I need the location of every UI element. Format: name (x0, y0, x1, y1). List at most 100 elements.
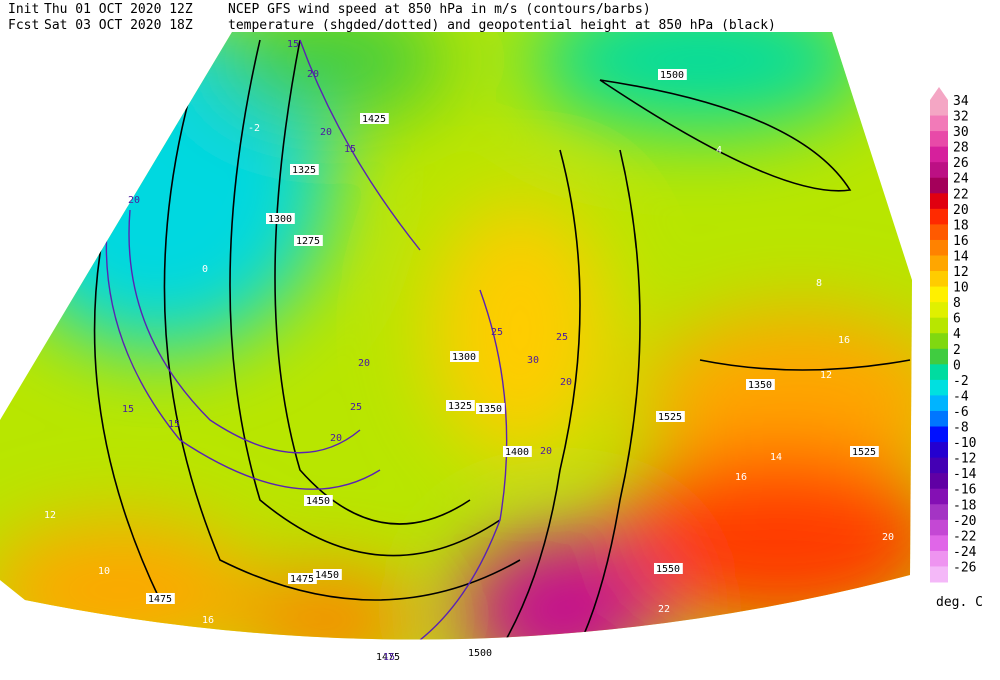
contour-label: 20 (560, 377, 572, 388)
height-contours (93, 39, 911, 640)
contour-label: 1425 (362, 114, 386, 125)
color-swatch (930, 566, 948, 583)
contour-label: 1325 (448, 401, 472, 412)
colorbar-label: 22 (953, 187, 969, 202)
contour-label: 25 (556, 332, 568, 343)
contour-label: 1500 (660, 70, 684, 81)
color-swatch (930, 379, 948, 396)
label-bg (466, 647, 495, 658)
label-bg (850, 446, 879, 457)
contour-label: 20 (330, 433, 342, 444)
title-line-1: NCEP GFS wind speed at 850 hPa in m/s (c… (228, 2, 651, 17)
contour-label: 8 (816, 278, 822, 289)
colorbar-label: -18 (953, 498, 976, 513)
colorbar-label: 30 (953, 125, 969, 140)
label-bg (656, 411, 685, 422)
contour-label: 16 (838, 335, 850, 346)
color-swatch (930, 302, 948, 319)
label-bg (360, 113, 389, 124)
contour-label: 20 (128, 195, 140, 206)
label-bg (294, 235, 323, 246)
colorbar-label: -22 (953, 529, 976, 544)
color-swatch (930, 224, 948, 241)
contour-label: 15 (168, 419, 180, 430)
colorbar-label: 16 (953, 234, 969, 249)
contour-label: 0 (202, 264, 208, 275)
contour-label: 1475 (148, 594, 172, 605)
colorbar-label: 2 (953, 343, 961, 358)
color-swatch (930, 146, 948, 163)
color-swatch (930, 208, 948, 225)
colorbar-label: 34 (953, 94, 969, 109)
colorbar-cap (930, 87, 948, 100)
label-bg (450, 351, 479, 362)
contour-label: 25 (350, 402, 362, 413)
color-swatch (930, 239, 948, 256)
contour-label: 1500 (468, 648, 492, 659)
contour-label: 20 (540, 446, 552, 457)
contour-label: 15 (287, 39, 299, 50)
contour-label: 1475 (376, 652, 400, 663)
contour-label: 20 (882, 532, 894, 543)
colorbar-label: 28 (953, 141, 969, 156)
color-swatch (930, 364, 948, 381)
colorbar-label: 18 (953, 218, 969, 233)
contour-label: 1400 (505, 447, 529, 458)
contour-label: 20 (358, 358, 370, 369)
contour-label: 1300 (268, 214, 292, 225)
color-swatch (930, 504, 948, 521)
label-bg (476, 403, 505, 414)
map-area (0, 32, 912, 640)
colorbar-label: 8 (953, 296, 961, 311)
init-label: Init (8, 2, 39, 17)
label-bg (290, 164, 319, 175)
contour-label: 1300 (452, 352, 476, 363)
colorbar-unit: deg. C (936, 595, 983, 610)
label-bg (313, 569, 342, 580)
contour-label: -2 (248, 123, 260, 134)
label-bg (374, 651, 403, 662)
contour-label: 1350 (478, 404, 502, 415)
contour-label: 1350 (748, 380, 772, 391)
contour-label: 10 (98, 566, 110, 577)
label-bg (658, 69, 687, 80)
colorbar-label: 24 (953, 172, 969, 187)
color-swatch (930, 317, 948, 334)
colorbar-label: 26 (953, 156, 969, 171)
color-swatch (930, 286, 948, 303)
contour-label: 1450 (306, 496, 330, 507)
colorbar-label: -10 (953, 436, 976, 451)
label-bg (266, 213, 295, 224)
contour-label: 4 (716, 145, 722, 156)
contour-label: 1525 (658, 412, 682, 423)
colorbar-label: 0 (953, 358, 961, 373)
label-bg (288, 573, 317, 584)
color-swatch (930, 348, 948, 365)
colorbar-label: 6 (953, 312, 961, 327)
contour-label: 1475 (290, 574, 314, 585)
contour-label: 1450 (315, 570, 339, 581)
wind-contours (105, 39, 508, 640)
colorbar-label: 14 (953, 249, 969, 264)
contour-label: 1550 (656, 564, 680, 575)
color-swatch (930, 115, 948, 132)
contour-label: 20 (307, 69, 319, 80)
contour-label: 15 (383, 652, 395, 663)
color-swatch (930, 333, 948, 350)
contour-label: 1275 (296, 236, 320, 247)
color-swatch (930, 193, 948, 210)
contour-label: 16 (202, 615, 214, 626)
color-swatch (930, 442, 948, 459)
label-bg (146, 593, 175, 604)
contour-label: 14 (770, 452, 782, 463)
color-swatch (930, 395, 948, 412)
contour-label: 22 (658, 604, 670, 615)
contour-label: 12 (44, 510, 56, 521)
contour-label: 1325 (292, 165, 316, 176)
color-swatch (930, 550, 948, 567)
color-swatch (930, 519, 948, 536)
color-swatch (930, 255, 948, 272)
fcst-label: Fcst (8, 18, 39, 33)
